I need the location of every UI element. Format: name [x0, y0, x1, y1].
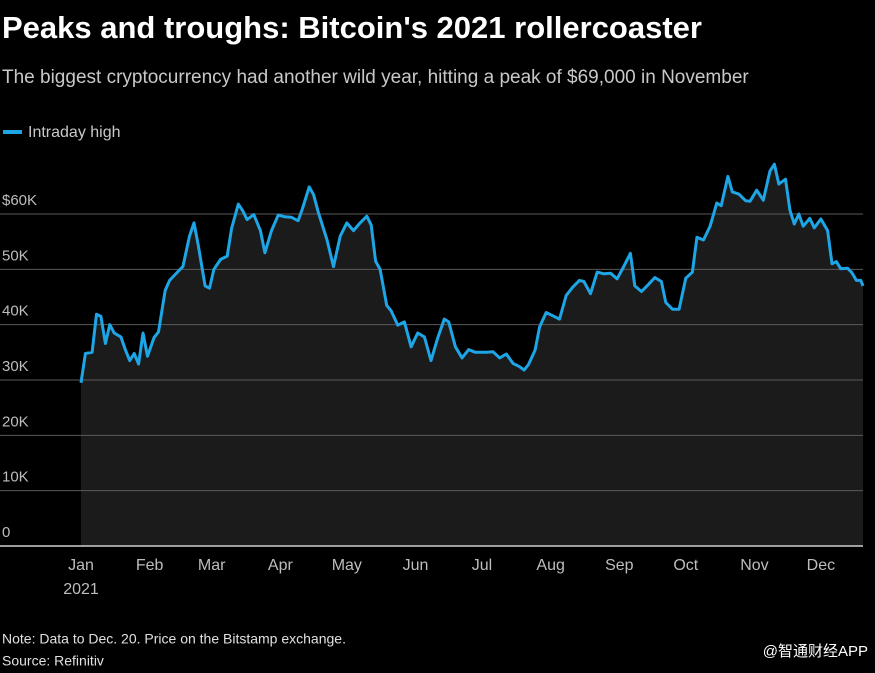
area — [81, 164, 863, 546]
x-tick-label: Jun — [403, 557, 429, 574]
x-tick-label: Mar — [198, 557, 226, 574]
x-tick-label: Feb — [136, 557, 164, 574]
x-tick-label: May — [332, 557, 362, 574]
x-tick-label: Apr — [268, 557, 294, 574]
y-tick-label: 20K — [2, 413, 29, 430]
x-tick-label: Aug — [536, 557, 564, 574]
y-tick-label: 50K — [2, 247, 29, 264]
y-tick-label: 10K — [2, 469, 29, 486]
note: Note: Data to Dec. 20. Price on the Bits… — [2, 631, 346, 647]
line — [79, 162, 865, 384]
source: Source: Refinitiv — [2, 653, 104, 669]
watermark: @智通财经APP — [763, 642, 868, 660]
x-tick-label: Jan — [68, 557, 94, 574]
x-tick-label: Jul — [472, 557, 492, 574]
chart-title: Peaks and troughs: Bitcoin's 2021 roller… — [2, 10, 702, 45]
x-tick-label: Dec — [807, 557, 835, 574]
y-tick-label: 40K — [2, 303, 29, 320]
x-tick-label: Oct — [673, 557, 698, 574]
y-tick-label: 0 — [2, 524, 10, 541]
x-sublabel: 2021 — [63, 581, 99, 598]
y-tick-label: $60K — [2, 192, 37, 209]
chart-subtitle: The biggest cryptocurrency had another w… — [2, 67, 749, 88]
x-tick-label: Nov — [740, 557, 768, 574]
y-tick-label: 30K — [2, 358, 29, 375]
x-tick-label: Sep — [605, 557, 634, 574]
legend-label: Intraday high — [28, 124, 121, 141]
